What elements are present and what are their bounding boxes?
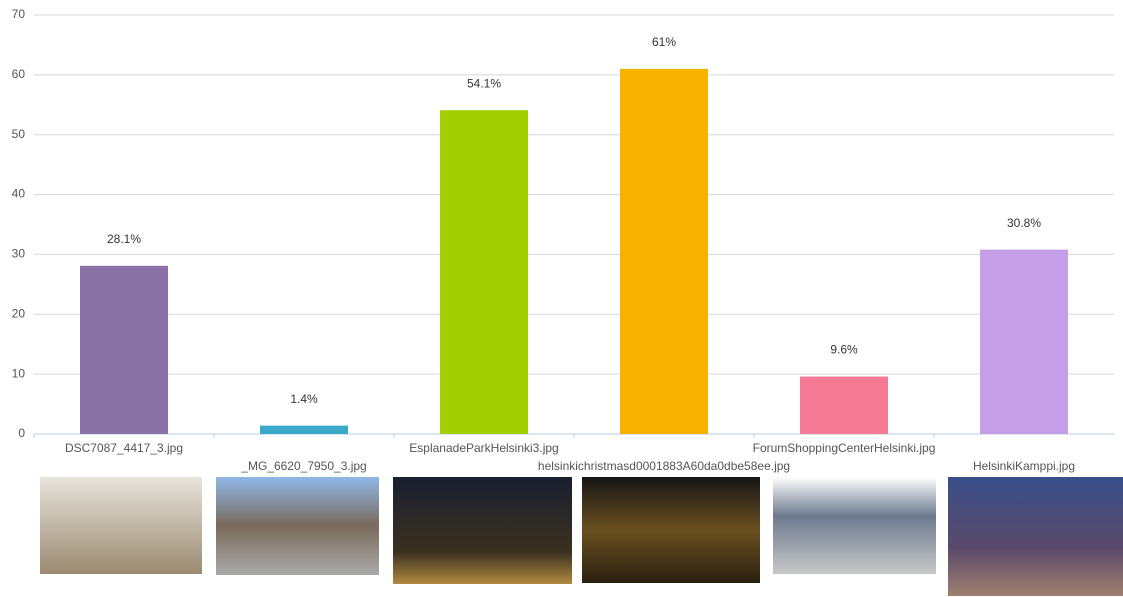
bar bbox=[80, 265, 168, 434]
thumbnail bbox=[773, 477, 936, 574]
y-tick-label: 40 bbox=[12, 187, 26, 201]
thumbnails bbox=[40, 477, 1123, 596]
y-tick-label: 60 bbox=[12, 67, 26, 81]
x-tick-label: HelsinkiKamppi.jpg bbox=[973, 459, 1075, 473]
y-tick-label: 50 bbox=[12, 127, 26, 141]
data-label: 54.1% bbox=[467, 76, 501, 90]
x-tick-label: helsinkichristmasd0001883A60da0dbe58ee.j… bbox=[538, 459, 790, 473]
thumbnail bbox=[582, 477, 760, 583]
thumbnail bbox=[393, 477, 572, 584]
thumbnail bbox=[948, 477, 1123, 596]
y-tick-label: 0 bbox=[18, 426, 25, 440]
data-label: 1.4% bbox=[290, 392, 318, 406]
x-tick-label: EsplanadeParkHelsinki3.jpg bbox=[409, 441, 558, 455]
y-tick-label: 20 bbox=[12, 306, 26, 320]
x-tick-label: ForumShoppingCenterHelsinki.jpg bbox=[753, 441, 936, 455]
y-tick-label: 70 bbox=[12, 7, 26, 21]
y-tick-label: 30 bbox=[12, 247, 26, 261]
bar bbox=[980, 249, 1068, 434]
data-label: 9.6% bbox=[830, 343, 858, 357]
x-tick-label: _MG_6620_7950_3.jpg bbox=[240, 459, 366, 473]
x-tick-label: DSC7087_4417_3.jpg bbox=[65, 441, 183, 455]
data-label: 61% bbox=[652, 35, 676, 49]
bar bbox=[800, 376, 888, 434]
thumbnail bbox=[40, 477, 202, 574]
thumbnail bbox=[216, 477, 379, 575]
bar bbox=[620, 68, 708, 434]
y-tick-label: 10 bbox=[12, 366, 26, 380]
data-label: 28.1% bbox=[107, 232, 141, 246]
bar bbox=[260, 425, 348, 434]
data-label: 30.8% bbox=[1007, 216, 1041, 230]
bar bbox=[440, 110, 528, 435]
